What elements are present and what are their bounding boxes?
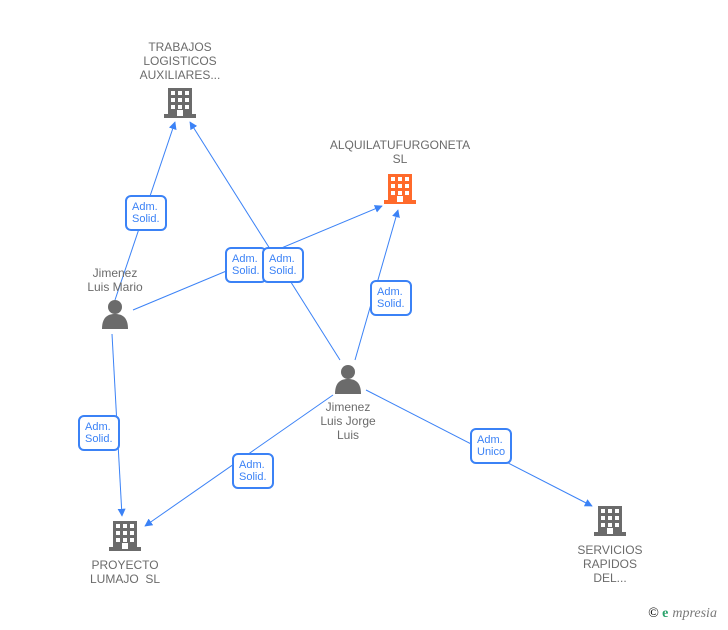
- edge-label-e4: Adm. Solid.: [370, 280, 412, 316]
- person-icon-jimenez_jorge[interactable]: [335, 365, 361, 394]
- person-icon-jimenez_mario[interactable]: [102, 300, 128, 329]
- edge-label-e5: Adm. Solid.: [78, 415, 120, 451]
- edge-label-e6: Adm. Solid.: [232, 453, 274, 489]
- watermark: © e mpresia: [648, 606, 717, 622]
- building-icon-alquila[interactable]: [384, 174, 416, 204]
- edge-e3: [190, 122, 340, 360]
- edge-label-e1: Adm. Solid.: [125, 195, 167, 231]
- edge-label-e3: Adm. Solid.: [262, 247, 304, 283]
- watermark-accent: e: [662, 606, 668, 621]
- building-icon-trabajos[interactable]: [164, 88, 196, 118]
- edge-label-e7: Adm. Unico: [470, 428, 512, 464]
- watermark-text: mpresia: [672, 606, 717, 621]
- building-icon-servicios[interactable]: [594, 506, 626, 536]
- building-icon-proyecto[interactable]: [109, 521, 141, 551]
- edge-label-e2: Adm. Solid.: [225, 247, 267, 283]
- copyright-symbol: ©: [648, 606, 659, 621]
